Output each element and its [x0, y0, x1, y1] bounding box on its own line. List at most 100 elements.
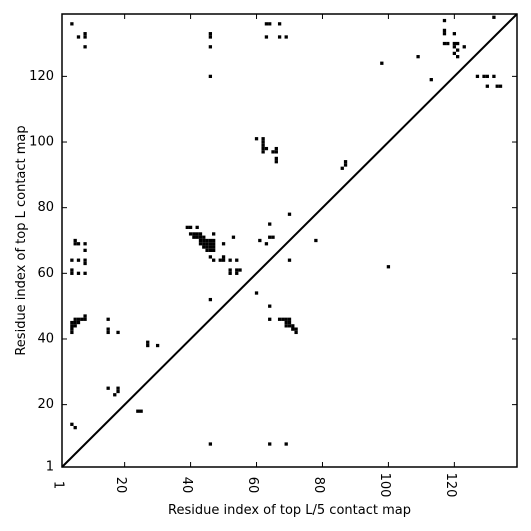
contact-point [70, 422, 74, 426]
contact-point [83, 35, 87, 39]
contact-point [76, 317, 81, 321]
contact-point [492, 15, 496, 19]
contact-point [268, 304, 272, 308]
y-tick-label: 1 [46, 460, 54, 475]
x-axis-ticks: 1 20 40 60 80 100 120 [51, 14, 458, 497]
contact-point [202, 235, 206, 239]
contact-point [452, 45, 457, 49]
contact-point [261, 146, 265, 151]
contact-point [268, 442, 272, 446]
y-tick-label: 100 [29, 135, 54, 150]
contact-point [485, 74, 489, 79]
contact-points-layer [70, 15, 503, 446]
contact-point [73, 238, 77, 243]
contact-point [212, 245, 216, 249]
contact-point [83, 271, 87, 275]
contact-point [221, 242, 226, 246]
contact-point [83, 242, 87, 246]
contact-point [258, 238, 262, 243]
contact-point [456, 55, 460, 59]
contact-point [274, 160, 278, 164]
contact-point [198, 238, 203, 243]
contact-point [208, 297, 213, 302]
contact-point [284, 317, 288, 321]
contact-point [205, 245, 209, 249]
y-tick-label: 20 [37, 397, 54, 412]
contact-point [228, 271, 232, 275]
contact-point [208, 248, 213, 252]
contact-point [106, 330, 110, 335]
contact-point [212, 248, 216, 252]
contact-point [254, 137, 259, 141]
contact-point [287, 324, 292, 328]
contact-point [195, 232, 199, 236]
contact-point [291, 324, 295, 328]
contact-point [70, 22, 74, 26]
contact-point [146, 340, 150, 344]
contact-point [83, 261, 87, 266]
contact-point [485, 84, 489, 88]
contact-point [452, 51, 457, 56]
contact-point [456, 41, 460, 46]
contact-point [198, 235, 203, 239]
contact-point [212, 232, 216, 236]
contact-point [83, 317, 87, 321]
contact-point [261, 137, 265, 141]
x-axis-title: Residue index of top L/5 contact map [168, 503, 411, 518]
contact-point [212, 238, 216, 243]
contact-point [80, 317, 84, 321]
contact-point [83, 32, 87, 36]
contact-point [195, 235, 199, 239]
contact-point [76, 271, 81, 275]
contact-point [221, 258, 226, 262]
contact-point [340, 166, 344, 170]
contact-point [205, 248, 209, 252]
contact-point [113, 393, 117, 397]
contact-point [284, 442, 288, 446]
contact-point [76, 258, 81, 262]
contact-point [202, 245, 206, 249]
contact-point [294, 330, 298, 335]
contact-point [106, 327, 110, 331]
contact-point [261, 143, 265, 147]
contact-point [70, 271, 74, 275]
contact-point [452, 32, 457, 36]
contact-point [202, 242, 206, 246]
x-tick-label: 20 [113, 477, 128, 494]
contact-point [202, 238, 206, 243]
contact-point [208, 442, 213, 446]
contact-point [208, 245, 213, 249]
x-tick-label: 80 [311, 477, 326, 494]
contact-point [208, 238, 213, 243]
contact-point [264, 22, 269, 26]
contact-point [264, 242, 269, 246]
x-tick-label: 40 [179, 477, 194, 494]
contact-point [73, 324, 77, 328]
contact-point [291, 327, 295, 331]
x-tick-label: 1 [51, 481, 66, 489]
contact-point [284, 35, 288, 39]
y-tick-label: 60 [37, 266, 54, 281]
contact-point [235, 258, 239, 262]
contact-point [284, 320, 288, 325]
contact-point [277, 35, 282, 39]
contact-point [261, 140, 265, 144]
contact-point [146, 343, 150, 348]
y-tick-label: 80 [37, 200, 54, 215]
contact-point [70, 330, 74, 335]
contact-point [287, 320, 292, 325]
contact-point [274, 150, 278, 154]
contact-point [264, 35, 269, 39]
contact-point [73, 425, 77, 430]
contact-point [235, 271, 239, 275]
contact-point [83, 45, 87, 49]
contact-point [139, 409, 143, 413]
contact-point [221, 255, 226, 259]
contact-point [264, 146, 269, 151]
contact-point [116, 389, 120, 394]
contact-point [254, 291, 259, 295]
contact-point [73, 317, 77, 321]
contact-point [188, 232, 193, 236]
contact-point [83, 314, 87, 318]
